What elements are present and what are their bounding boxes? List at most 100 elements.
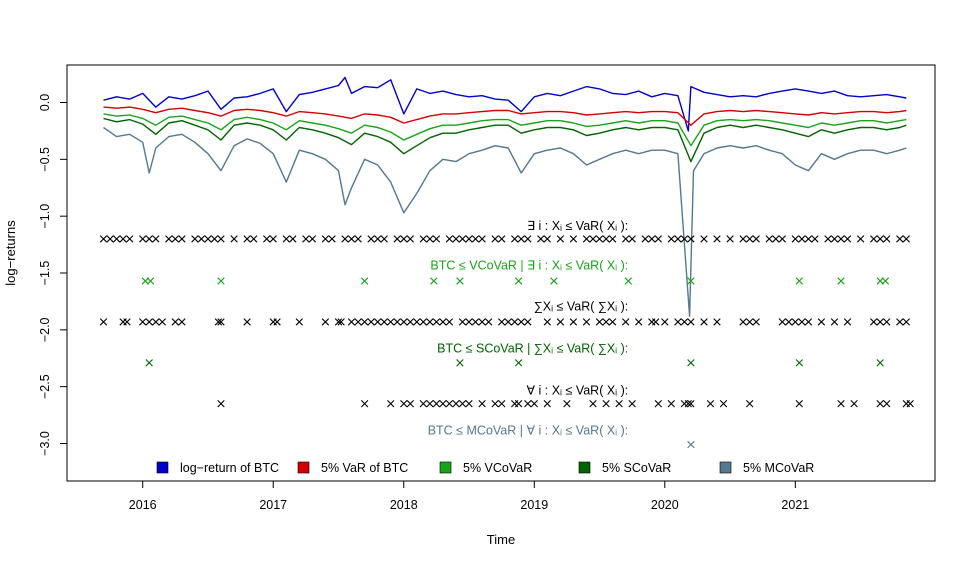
exceedance-marker (608, 318, 617, 326)
exceedance-marker (478, 400, 486, 408)
exceedance-marker (514, 359, 523, 367)
exceedance-marker (504, 318, 512, 326)
exceedance-marker (178, 235, 186, 243)
exceedance-marker (876, 235, 884, 243)
exceedance-marker (471, 235, 480, 243)
exceedance-marker (795, 400, 803, 408)
exceedance-marker (197, 235, 206, 243)
exceedance-marker (543, 235, 551, 243)
exceedance-marker (419, 235, 427, 243)
exceedance-marker (602, 318, 610, 326)
exceedance-marker (785, 318, 793, 326)
exceedance-marker (498, 400, 506, 408)
exceedance-marker (374, 318, 382, 326)
exceedance-marker (739, 235, 747, 243)
exceedance-marker (171, 235, 179, 243)
exceedance-marker (876, 277, 884, 285)
series-line-4 (103, 126, 907, 317)
exceedance-marker (217, 235, 225, 243)
exceedance-marker (393, 318, 401, 326)
legend-item-1: 5% VaR of BTC (297, 461, 408, 475)
exceedance-marker (465, 235, 473, 243)
exceedance-marker (804, 318, 813, 326)
exceedance-marker (204, 235, 212, 243)
exceedance-marker (700, 318, 708, 326)
exceedance-marker (661, 318, 669, 326)
exceedance-marker (302, 235, 310, 243)
exceedance-marker (543, 318, 551, 326)
exceedance-marker (870, 318, 878, 326)
exceedance-marker (530, 400, 538, 408)
exceedance-marker (595, 318, 604, 326)
exceedance-marker (141, 277, 149, 285)
exceedance-marker (798, 318, 806, 326)
exceedance-marker (458, 318, 467, 326)
y-tick-label: −1.0 (38, 204, 52, 229)
exceedance-marker (824, 235, 832, 243)
legend-swatch (439, 461, 452, 474)
exceedance-marker (321, 318, 330, 326)
exceedance-marker (341, 235, 349, 243)
exceedance-marker (152, 318, 160, 326)
exceedance-marker (856, 235, 865, 243)
exceedance-marker (354, 235, 362, 243)
annotation-3: BTC ≤ SCoVaR | ∑Xᵢ ≤ VaR( ∑Xᵢ ): (437, 342, 628, 356)
exceedance-marker (250, 235, 258, 243)
exceedance-marker (713, 235, 721, 243)
exceedance-marker (687, 277, 695, 285)
legend-label: 5% SCoVaR (602, 461, 671, 475)
exceedance-marker (426, 235, 434, 243)
exceedance-marker (791, 318, 799, 326)
exceedance-marker (537, 235, 545, 243)
annotation-1: BTC ≤ VCoVaR | ∃ i : Xᵢ ≤ VaR( Xᵢ ): (430, 259, 628, 273)
exceedance-marker (152, 235, 160, 243)
exceedance-marker (680, 318, 689, 326)
legend-label: 5% MCoVaR (743, 461, 814, 475)
exceedance-marker (498, 318, 506, 326)
exceedance-marker (582, 318, 591, 326)
exceedance-marker (628, 400, 636, 408)
exceedance-marker (700, 235, 708, 243)
legend-swatch (578, 461, 591, 474)
exceedance-marker (354, 318, 362, 326)
exceedance-row-4 (217, 400, 914, 408)
exceedance-marker (217, 277, 225, 285)
exceedance-marker (178, 318, 186, 326)
exceedance-marker (667, 235, 675, 243)
exceedance-marker (269, 235, 277, 243)
legend-label: 5% VCoVaR (463, 461, 532, 475)
exceedance-marker (795, 277, 803, 285)
exceedance-marker (674, 235, 682, 243)
exceedance-marker (837, 235, 845, 243)
y-axis-label: log−returns (3, 220, 18, 286)
exceedance-marker (881, 277, 890, 285)
exceedance-marker (569, 318, 578, 326)
exceedance-marker (456, 359, 464, 367)
exceedance-marker (217, 318, 225, 326)
x-tick-label: 2020 (651, 498, 679, 512)
exceedance-marker (217, 400, 225, 408)
exceedance-marker (367, 318, 375, 326)
exceedance-marker (550, 277, 558, 285)
exceedance-marker (556, 235, 565, 243)
legend-item-4: 5% MCoVaR (719, 461, 814, 475)
exceedance-marker (795, 359, 803, 367)
exceedance-marker (850, 400, 858, 408)
exceedance-marker (145, 359, 153, 367)
exceedance-marker (543, 400, 551, 408)
exceedance-marker (406, 318, 414, 326)
exceedance-marker (400, 235, 408, 243)
exceedance-marker (896, 235, 904, 243)
exceedance-marker (171, 318, 179, 326)
exceedance-marker (906, 400, 914, 408)
exceedance-marker (687, 400, 695, 408)
exceedance-marker (99, 318, 108, 326)
exceedance-marker (615, 400, 623, 408)
exceedance-marker (321, 235, 330, 243)
exceedance-marker (484, 318, 493, 326)
exceedance-marker (511, 235, 519, 243)
annotation-5: BTC ≤ MCoVaR | ∀ i : Xᵢ ≤ VaR( Xᵢ ): (428, 423, 629, 437)
series-line-3 (103, 117, 907, 163)
exceedance-marker (145, 235, 153, 243)
exceedance-marker (337, 318, 345, 326)
